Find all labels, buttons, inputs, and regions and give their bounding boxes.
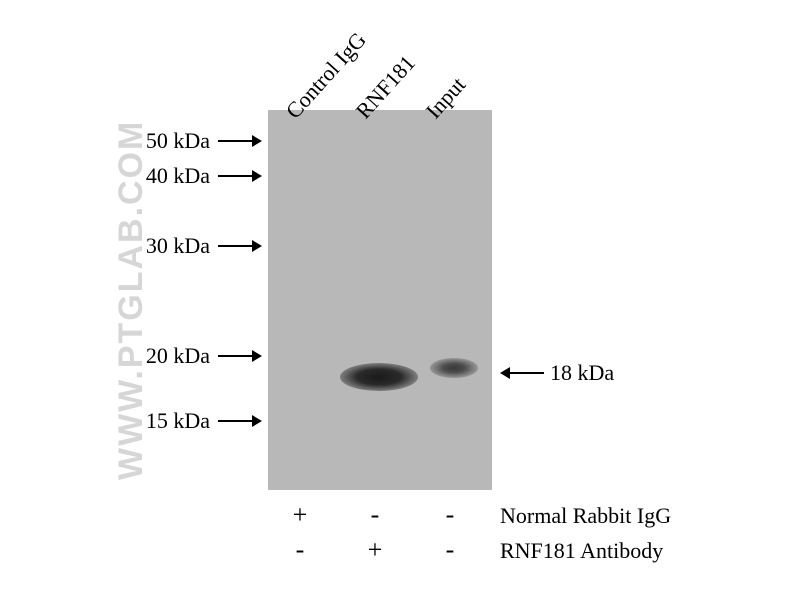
result-label: 18 kDa — [550, 360, 614, 386]
mw-50-arrow — [218, 140, 254, 142]
mw-40: 40 kDa — [130, 163, 210, 189]
mw-30-arrow — [218, 245, 254, 247]
blot-membrane — [268, 110, 492, 490]
row2-lane1: - — [285, 535, 315, 565]
figure-container: WWW.PTGLAB.COM Control IgG RNF181 Input … — [0, 0, 800, 600]
row2-lane3: - — [435, 535, 465, 565]
mw-50: 50 kDa — [130, 128, 210, 154]
row1-lane1: + — [285, 500, 315, 530]
row1-lane2: - — [360, 500, 390, 530]
result-arrow — [508, 372, 544, 374]
mw-15-arrow — [218, 420, 254, 422]
mw-30: 30 kDa — [130, 233, 210, 259]
row1-lane3: - — [435, 500, 465, 530]
mw-15: 15 kDa — [130, 408, 210, 434]
row2-lane2: + — [360, 535, 390, 565]
band-lane2 — [340, 363, 418, 391]
row2-label: RNF181 Antibody — [500, 538, 663, 564]
mw-40-arrow — [218, 175, 254, 177]
mw-20: 20 kDa — [130, 343, 210, 369]
mw-20-arrow — [218, 355, 254, 357]
band-lane3 — [430, 358, 478, 378]
row1-label: Normal Rabbit IgG — [500, 503, 671, 529]
